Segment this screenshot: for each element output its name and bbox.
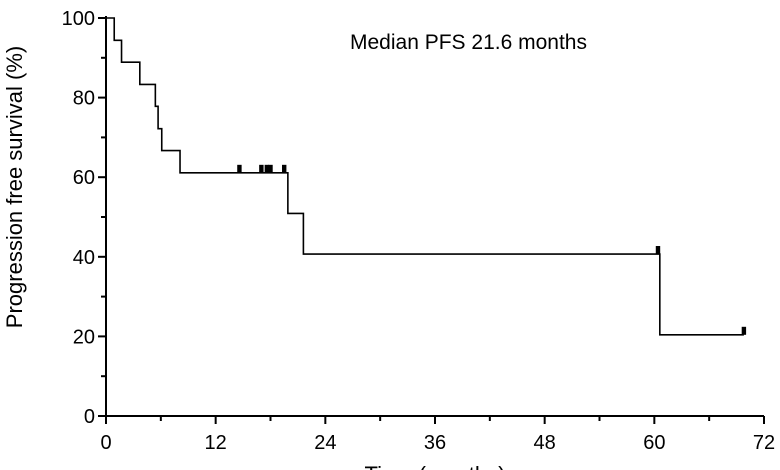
survival-curve: [106, 17, 744, 336]
y-axis-title: Progression free survival (%): [2, 46, 27, 328]
x-axis-title: Time (months): [365, 462, 506, 470]
y-tick-label: 100: [62, 8, 95, 30]
censor-mark: [237, 164, 242, 173]
series: [106, 17, 747, 336]
y-tick-label: 20: [73, 326, 95, 348]
median-annotation: Median PFS 21.6 months: [350, 31, 587, 54]
x-tick-label: 12: [205, 432, 227, 454]
x-tick-label: 48: [534, 432, 556, 454]
x-tick-label: 60: [643, 432, 665, 454]
y-tick-label: 60: [73, 167, 95, 189]
x-tick-label: 36: [424, 432, 446, 454]
axes: 0 20 40 60 80 100 0 12 24 36 48 60 72: [62, 8, 776, 454]
censor-mark: [655, 246, 661, 255]
censor-mark: [741, 326, 747, 335]
y-tick-label: 80: [73, 88, 95, 110]
y-tick-label: 0: [84, 406, 95, 428]
censor-mark: [264, 164, 270, 173]
censor-mark: [282, 164, 287, 173]
censor-mark: [259, 164, 264, 173]
y-tick-label: 40: [73, 247, 95, 269]
censor-mark: [268, 164, 273, 173]
x-tick-label: 0: [100, 432, 111, 454]
x-tick-label: 72: [753, 432, 775, 454]
x-tick-label: 24: [314, 432, 336, 454]
